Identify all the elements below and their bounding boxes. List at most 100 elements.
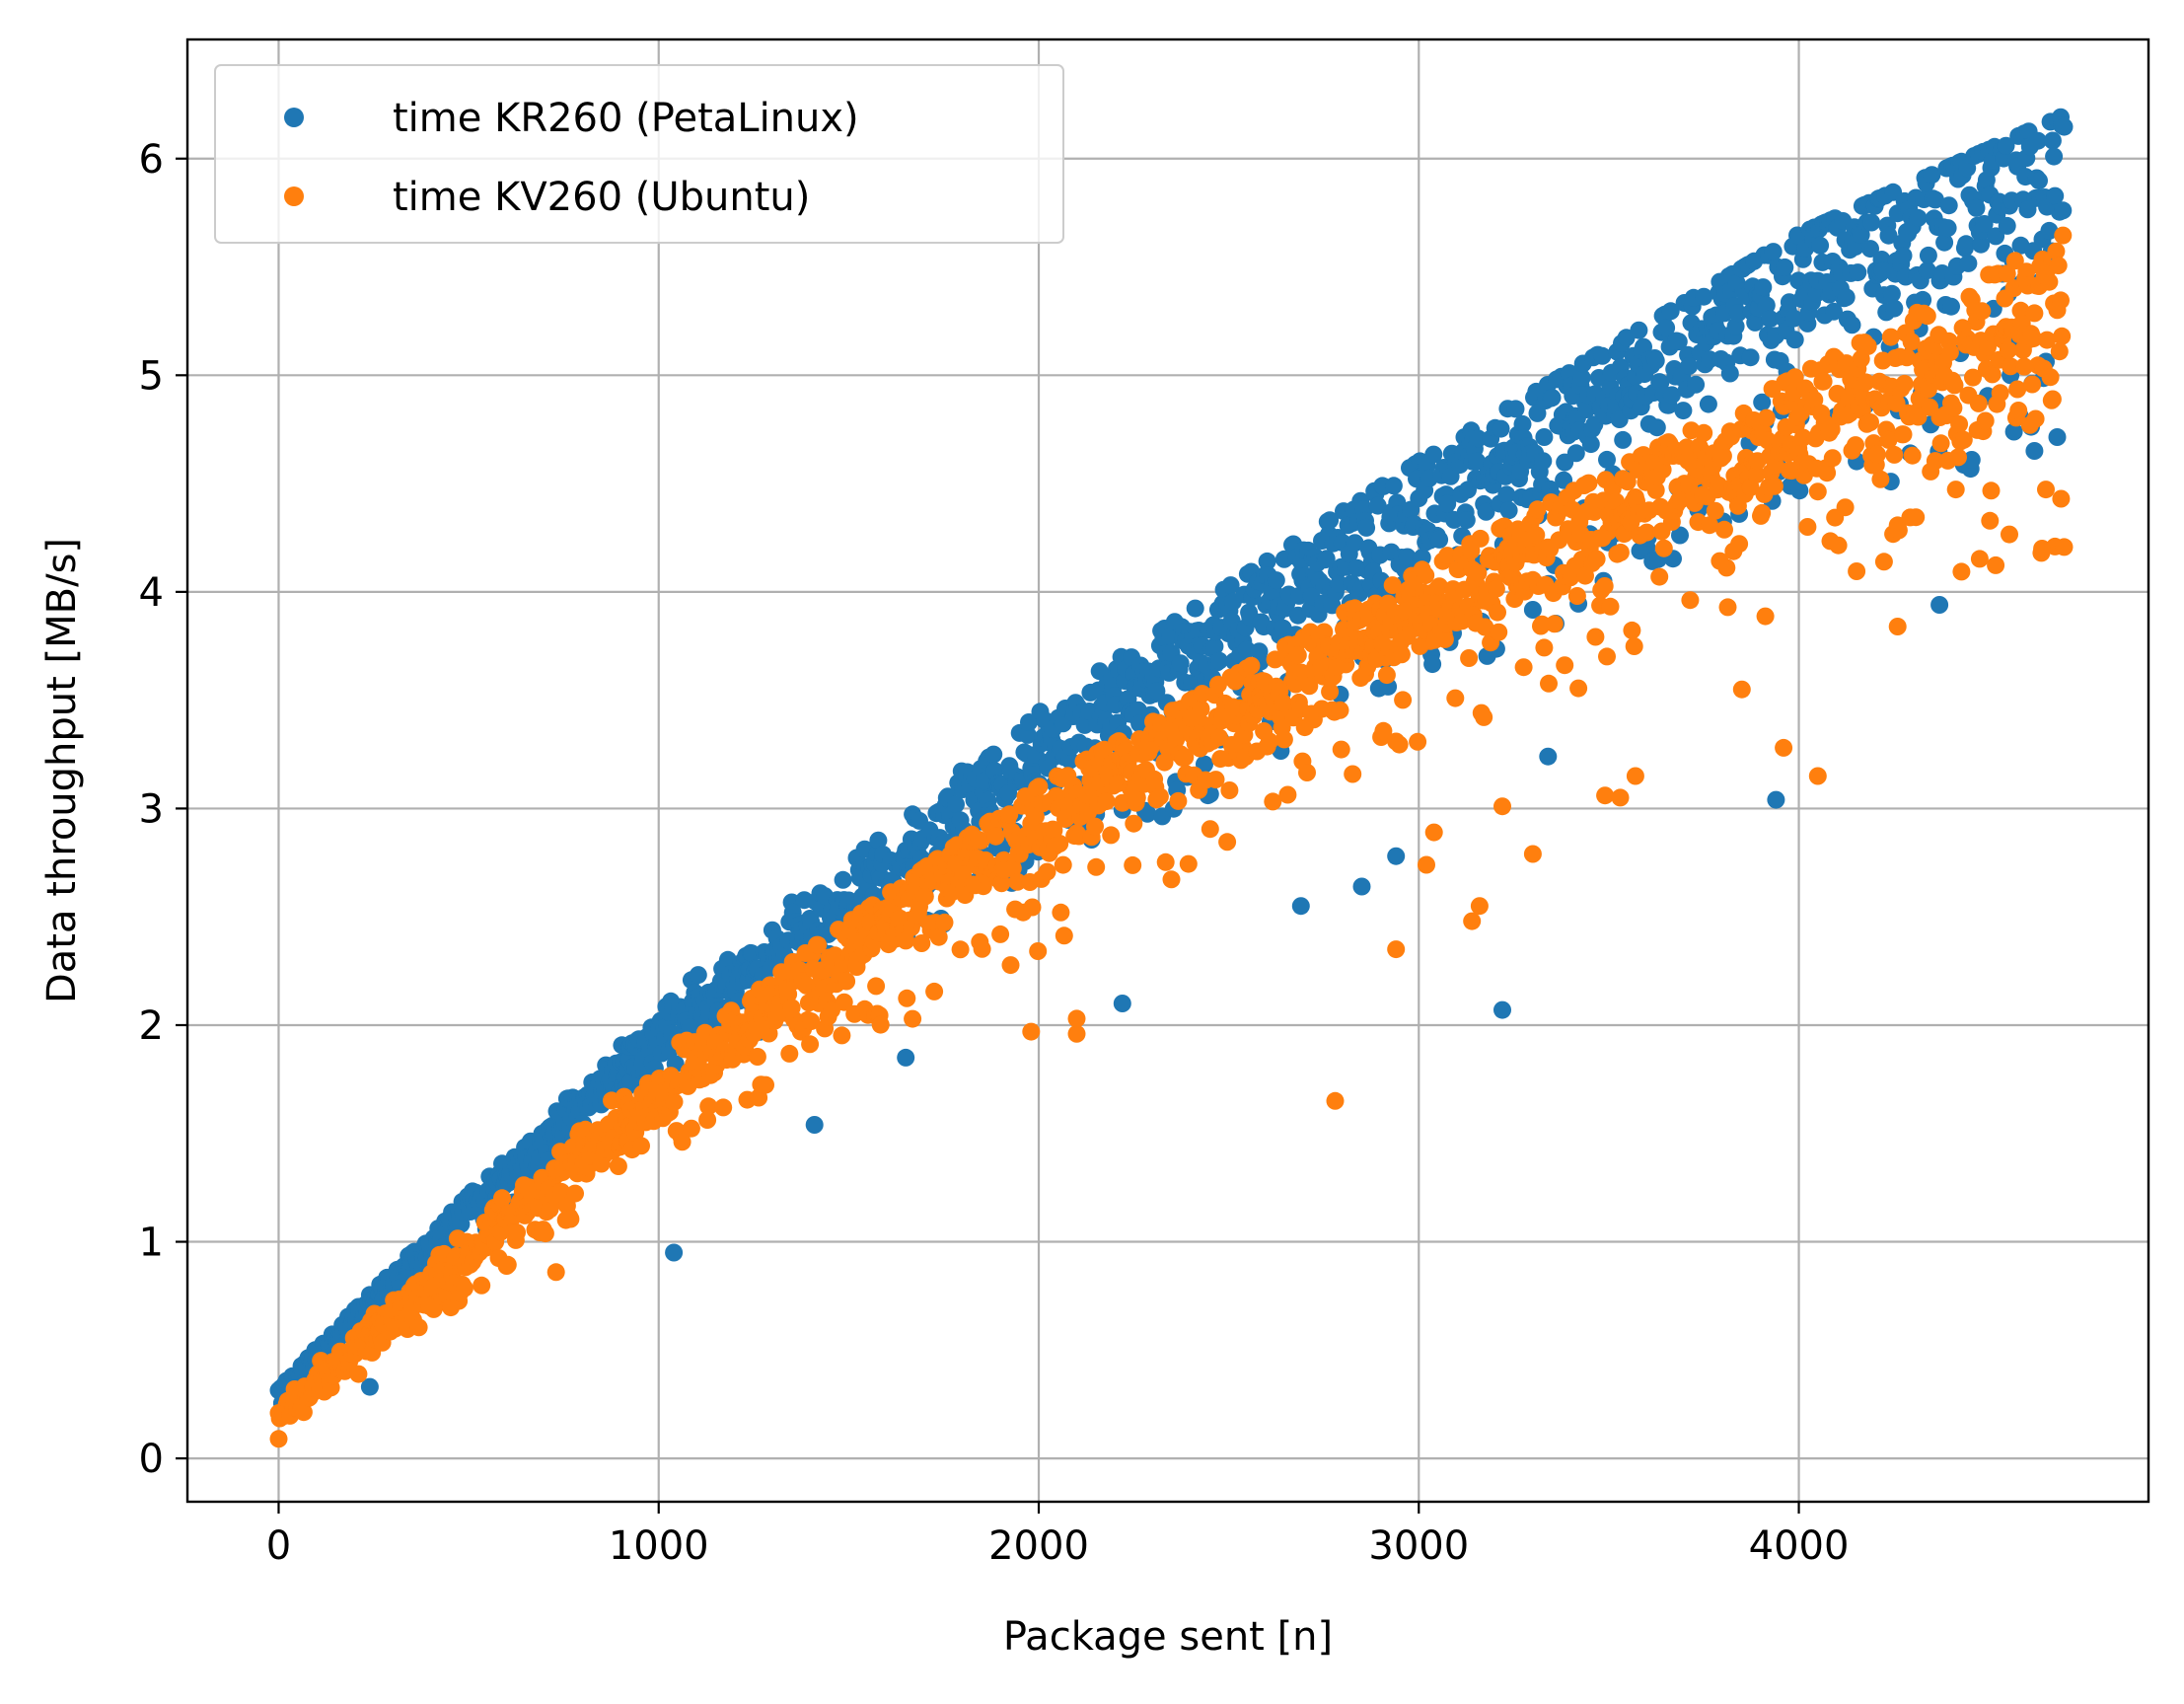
data-point [1540, 674, 1558, 693]
outlier-point [1808, 767, 1827, 785]
data-point [493, 1189, 511, 1208]
data-point [2024, 330, 2043, 348]
data-point [1490, 623, 1508, 641]
outlier-point [1463, 912, 1482, 930]
data-point [1593, 346, 1612, 365]
x-tick-label-1000: 1000 [609, 1523, 709, 1569]
data-point [409, 1318, 428, 1337]
data-point [1776, 258, 1794, 276]
data-point [1674, 402, 1693, 420]
data-point [1945, 376, 1964, 395]
data-point [508, 1223, 526, 1242]
data-point [1829, 536, 1848, 555]
data-point [1741, 348, 1760, 367]
data-point [1825, 302, 1843, 321]
data-point [1556, 656, 1574, 675]
data-point [1757, 296, 1776, 315]
data-point [1646, 481, 1665, 499]
data-point [1331, 701, 1349, 719]
data-point [1579, 474, 1598, 492]
data-point [1837, 288, 1856, 307]
data-point [1949, 448, 1967, 467]
data-point [1895, 374, 1914, 393]
legend-marker-kv260 [284, 186, 304, 206]
data-point [632, 1137, 650, 1155]
outlier-point [1596, 786, 1615, 805]
legend-label-kr260: time KR260 (PetaLinux) [393, 96, 859, 141]
data-point [947, 795, 965, 814]
legend-box [214, 64, 1064, 244]
data-point [1424, 445, 1443, 464]
data-point [1210, 651, 1228, 670]
outlier-point [1418, 855, 1435, 874]
outlier-point [1523, 845, 1542, 863]
data-point [1618, 473, 1637, 491]
data-point [1952, 562, 1971, 581]
data-point [2043, 390, 2062, 408]
data-point [809, 935, 828, 954]
data-point [1976, 411, 1995, 430]
data-point [1987, 227, 2005, 246]
data-point [925, 982, 944, 1000]
data-point [1258, 552, 1276, 570]
data-point [972, 832, 990, 851]
data-point [1790, 482, 1809, 500]
data-point [1753, 503, 1772, 522]
axis-ticks: 0 1000 2000 3000 4000 0 1 2 3 4 5 6 [139, 137, 1850, 1569]
x-tick-label-3000: 3000 [1368, 1523, 1469, 1569]
data-point [1167, 730, 1186, 749]
data-point [1300, 677, 1319, 696]
data-point [1315, 623, 1334, 641]
data-point [1757, 408, 1776, 427]
data-point [1646, 351, 1665, 370]
data-point [1535, 638, 1554, 657]
data-point [1332, 740, 1350, 759]
data-point [1662, 386, 1681, 405]
plot-frame [185, 37, 2150, 1504]
data-point [1957, 235, 1976, 254]
data-point [1907, 508, 1926, 527]
data-point [1097, 792, 1116, 811]
outlier-point [1930, 596, 1949, 614]
data-point [1726, 317, 1745, 335]
data-point [1156, 852, 1175, 871]
outlier-point [1113, 995, 1131, 1012]
data-point [2001, 525, 2018, 544]
data-point [1499, 501, 1518, 520]
data-point [1754, 278, 1773, 297]
data-point [1885, 445, 1904, 464]
data-point [609, 1157, 627, 1175]
data-point [1029, 942, 1048, 960]
y-tick-label-5: 5 [139, 353, 164, 399]
data-point [1514, 658, 1533, 677]
data-point [1430, 530, 1449, 549]
data-point [1657, 319, 1676, 337]
data-point [1964, 368, 1982, 387]
data-point [869, 831, 888, 850]
data-point [1926, 452, 1944, 471]
data-point [1946, 481, 1965, 499]
data-point [1446, 689, 1465, 707]
data-point [473, 1276, 491, 1295]
data-point [1717, 558, 1736, 577]
data-point [1728, 304, 1747, 323]
data-point [1192, 700, 1210, 718]
outlier-point [1352, 877, 1371, 896]
x-axis-label: Package sent [n] [1003, 1614, 1333, 1660]
y-tick-label-4: 4 [139, 570, 164, 616]
outlier-point [1611, 788, 1630, 807]
data-point [1357, 518, 1376, 537]
data-point [1706, 501, 1724, 520]
outlier-point [546, 1263, 565, 1282]
data-point [1879, 430, 1898, 449]
data-point [2055, 538, 2074, 556]
data-point [1003, 858, 1022, 877]
data-point [1162, 870, 1181, 889]
data-point [1638, 523, 1656, 542]
data-point [1767, 457, 1784, 475]
data-point [1720, 364, 1739, 383]
data-point [1753, 393, 1772, 411]
data-point [1566, 444, 1585, 463]
data-point [1423, 655, 1442, 674]
data-point [986, 827, 1005, 846]
